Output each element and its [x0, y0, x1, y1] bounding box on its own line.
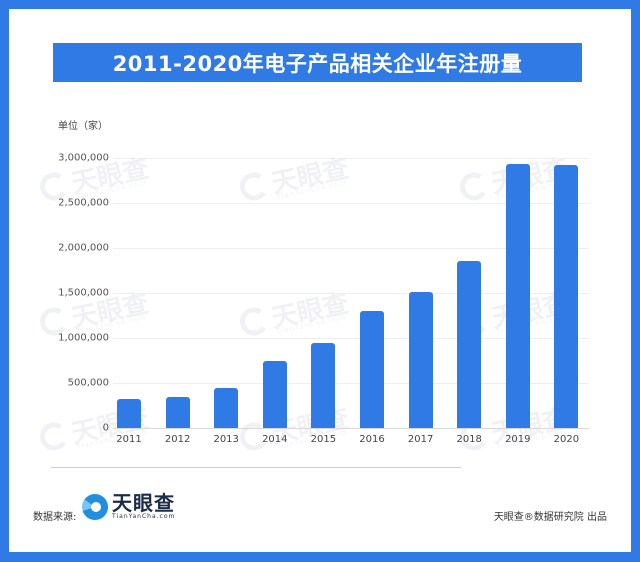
y-axis-tick-label: 0	[102, 422, 109, 434]
tianyancha-logo: 天眼查 TianYanCha.com	[82, 493, 175, 520]
bar-2011	[117, 399, 141, 428]
gridline	[113, 383, 589, 384]
y-axis-tick-label: 500,000	[67, 377, 109, 389]
watermark-icon	[237, 304, 271, 338]
x-axis-tick-label: 2017	[407, 434, 434, 445]
x-axis-tick-label: 2011	[116, 434, 142, 445]
x-axis-tick-label: 2012	[164, 434, 191, 445]
x-axis-tick-label: 2016	[359, 434, 385, 445]
y-axis-tick-label: 3,000,000	[58, 152, 109, 164]
credit-text: 天眼查®数据研究院 出品	[493, 512, 607, 523]
x-axis-tick-label: 2020	[553, 434, 580, 445]
x-axis-tick-label: 2015	[310, 434, 337, 445]
bar-2014	[262, 361, 287, 428]
chart-title: 2011-2020年电子产品相关企业年注册量	[53, 43, 582, 82]
footer-divider	[51, 467, 461, 468]
bar-2017	[408, 291, 433, 428]
chart-panel: 2011-2020年电子产品相关企业年注册量 单位（家） 天眼查 TianYanC…	[9, 9, 631, 552]
gridline	[113, 203, 589, 204]
bar-2013	[214, 388, 239, 428]
bar-2020	[554, 165, 579, 428]
bar-2012	[165, 397, 190, 428]
unit-label: 单位（家）	[58, 121, 108, 132]
gridline	[113, 338, 589, 339]
watermark-icon	[457, 169, 491, 203]
logo-sub-text: TianYanCha.com	[112, 513, 176, 520]
gridline	[113, 158, 589, 159]
x-axis-baseline	[113, 428, 589, 429]
x-axis-tick-label: 2014	[262, 434, 288, 445]
y-axis-tick-label: 1,500,000	[58, 287, 109, 299]
bar-2016	[360, 311, 384, 428]
x-axis-tick-label: 2013	[213, 434, 239, 445]
watermark-icon	[237, 169, 271, 203]
tianyancha-logo-icon	[82, 493, 108, 520]
gridline	[113, 248, 589, 249]
source-label: 数据来源:	[33, 512, 77, 523]
watermark-logo: 天眼查 TianYanCha.com	[236, 148, 351, 207]
logo-main-text: 天眼查	[112, 491, 175, 515]
x-axis-tick-label: 2018	[456, 434, 482, 445]
watermark-logo: 天眼查 TianYanCha.com	[236, 283, 351, 342]
bar-2019	[505, 164, 530, 428]
gridline	[113, 293, 589, 294]
x-axis-tick-label: 2019	[505, 434, 531, 445]
y-axis-tick-label: 2,000,000	[58, 242, 109, 254]
y-axis-tick-label: 2,500,000	[58, 197, 109, 209]
y-axis-tick-label: 1,000,000	[58, 332, 109, 344]
bar-2018	[457, 261, 482, 428]
bar-2015	[311, 342, 336, 428]
